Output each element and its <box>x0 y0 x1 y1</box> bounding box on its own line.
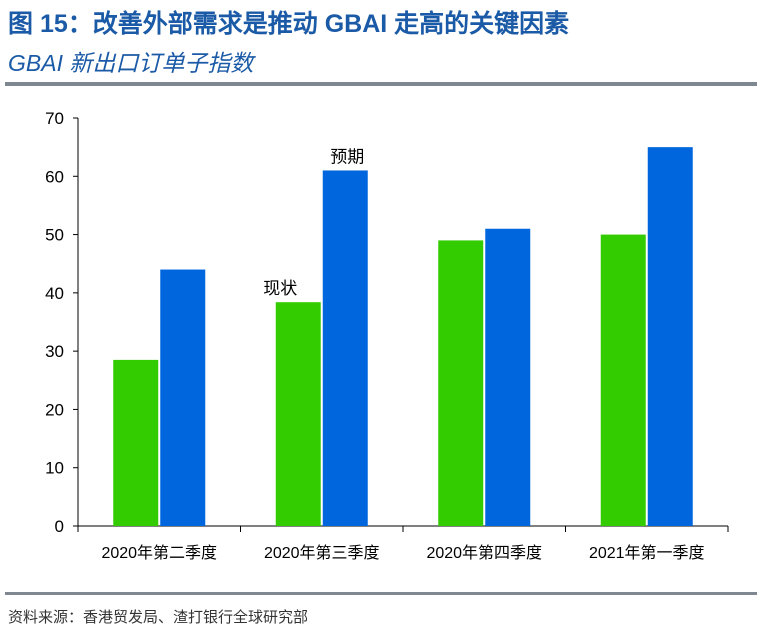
y-tick-label: 50 <box>45 226 64 245</box>
source-note: 资料来源：香港贸发局、渣打银行全球研究部 <box>8 609 309 626</box>
bar-expected <box>160 269 206 526</box>
y-tick-label: 0 <box>55 517 64 536</box>
bar-expected <box>647 147 693 526</box>
bar-current <box>600 234 646 527</box>
series-label: 预期 <box>330 147 364 166</box>
x-tick-label: 2020年第三季度 <box>264 544 380 562</box>
x-tick-label: 2021年第一季度 <box>589 544 705 562</box>
bar-expected <box>485 228 531 526</box>
figure-title: 图 15：改善外部需求是推动 GBAI 走高的关键因素 <box>8 10 570 38</box>
figure-subtitle: GBAI 新出口订单子指数 <box>8 50 254 76</box>
y-tick-label: 60 <box>45 167 64 186</box>
y-tick-label: 20 <box>45 400 64 419</box>
bottom-divider <box>5 592 757 595</box>
series-label: 现状 <box>263 279 297 298</box>
bar-current <box>275 302 321 526</box>
bar-expected <box>322 170 368 526</box>
bar-current <box>438 240 484 526</box>
top-divider <box>5 82 757 86</box>
y-tick-label: 30 <box>45 342 64 361</box>
bar-current <box>113 359 159 526</box>
y-tick-label: 70 <box>45 109 64 128</box>
y-tick-label: 10 <box>45 459 64 478</box>
y-tick-label: 40 <box>45 284 64 303</box>
x-tick-label: 2020年第二季度 <box>101 544 217 562</box>
x-tick-label: 2020年第四季度 <box>426 544 542 562</box>
